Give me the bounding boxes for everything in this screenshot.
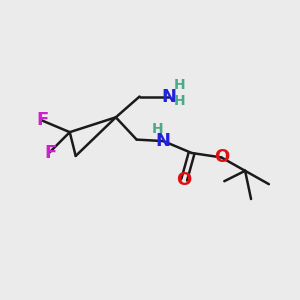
Text: H: H (174, 94, 185, 108)
Text: F: F (37, 111, 49, 129)
Text: N: N (162, 88, 177, 106)
Text: O: O (177, 171, 192, 189)
Text: H: H (152, 122, 163, 136)
Text: F: F (44, 144, 57, 162)
Text: N: N (156, 132, 171, 150)
Text: O: O (214, 148, 229, 166)
Text: H: H (174, 78, 185, 92)
